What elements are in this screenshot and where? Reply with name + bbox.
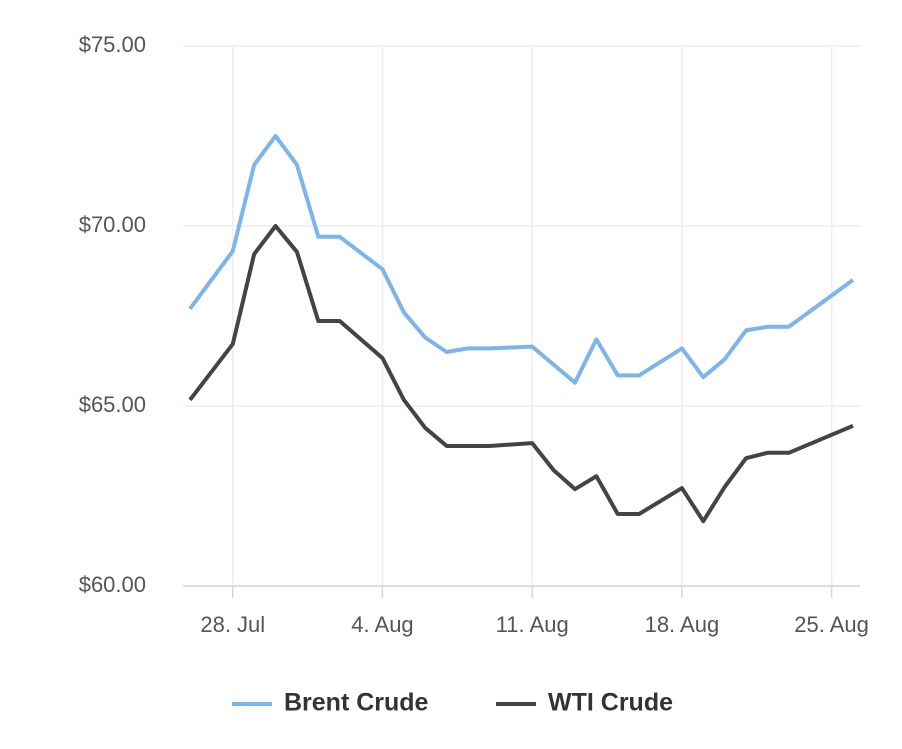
x-tick-label: 25. Aug (794, 612, 869, 637)
legend-text: WTI Crude (548, 689, 673, 717)
legend-text: Brent Crude (284, 689, 429, 717)
y-tick-label: $70.00 (79, 212, 146, 237)
series-line (188, 224, 854, 524)
y-tick-label: $65.00 (79, 392, 146, 417)
x-tick-label: 4. Aug (351, 612, 413, 637)
x-tick-label: 11. Aug (496, 612, 569, 637)
x-tick-label: 28. Jul (200, 612, 265, 637)
y-tick-label: $60.00 (79, 572, 146, 597)
x-tick-label: 18. Aug (645, 612, 720, 637)
y-tick-label: $75.00 (79, 32, 146, 57)
series-line (188, 134, 855, 385)
